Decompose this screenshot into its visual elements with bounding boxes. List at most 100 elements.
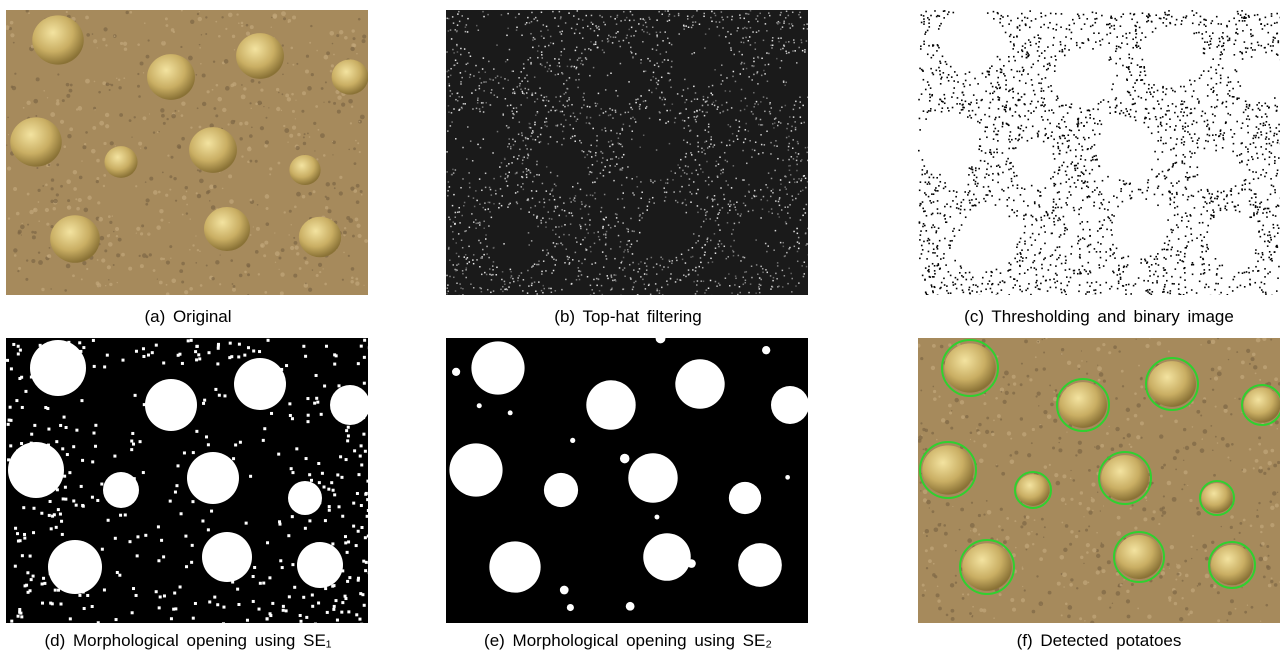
noise	[639, 146, 641, 148]
noise	[697, 240, 699, 242]
noise	[745, 205, 747, 207]
speckle	[1166, 249, 1168, 251]
speckle	[1274, 22, 1276, 24]
speckle	[1182, 126, 1184, 128]
pebble	[307, 86, 312, 91]
speckle	[1078, 209, 1080, 211]
caption: (e) Morphological opening using SE₂	[484, 631, 772, 650]
pebble	[33, 208, 38, 213]
speckle	[1024, 115, 1026, 117]
noise	[735, 275, 737, 277]
noise	[791, 278, 793, 280]
speckle	[1134, 90, 1136, 92]
speckle	[969, 190, 971, 192]
speckle	[964, 209, 966, 211]
speckle	[1150, 255, 1152, 257]
pebble	[120, 42, 123, 45]
noise	[577, 59, 579, 61]
speckle	[1275, 206, 1277, 208]
noise	[767, 81, 769, 83]
speckle	[1008, 56, 1010, 58]
pebble	[200, 284, 203, 287]
speckle	[1035, 43, 1037, 45]
speckle	[1107, 176, 1109, 178]
noise	[535, 17, 537, 19]
pebble	[361, 194, 363, 196]
pebble	[179, 269, 183, 273]
speckle	[1100, 227, 1102, 229]
pebble	[13, 248, 17, 252]
speckle	[1043, 225, 1045, 227]
pebble	[350, 186, 354, 190]
noise	[590, 246, 592, 248]
noise	[753, 74, 755, 76]
noise	[695, 270, 697, 272]
noise	[548, 111, 550, 113]
noise	[531, 21, 533, 23]
pebble	[38, 260, 43, 265]
pebble	[81, 278, 83, 280]
speckle	[1100, 243, 1102, 245]
noise	[644, 19, 646, 21]
noise	[561, 226, 563, 228]
noise	[447, 291, 449, 293]
noise	[707, 97, 709, 99]
pebble	[137, 85, 140, 88]
speckle	[1099, 207, 1101, 209]
noise	[732, 229, 734, 231]
speckle	[1181, 260, 1183, 262]
noise	[576, 279, 578, 281]
noise	[544, 46, 546, 48]
speckle	[923, 18, 925, 20]
noise	[806, 266, 808, 268]
speckle	[1035, 107, 1037, 109]
noise	[703, 99, 705, 101]
noise	[688, 185, 690, 187]
noise	[628, 229, 630, 231]
pebble	[296, 192, 301, 197]
pebble	[98, 91, 101, 94]
speckle	[930, 202, 932, 204]
noise	[779, 67, 781, 69]
speckle	[940, 258, 942, 260]
speckle	[1196, 122, 1198, 124]
noise	[692, 247, 694, 249]
noise	[512, 278, 514, 280]
noise	[589, 171, 591, 173]
noise	[530, 62, 532, 64]
pebble	[45, 184, 48, 187]
noise	[459, 211, 461, 213]
speckle	[1047, 68, 1049, 70]
pebble	[66, 179, 71, 184]
pebble	[329, 31, 334, 36]
speckle	[1009, 162, 1011, 164]
noise	[562, 73, 564, 75]
pebble	[302, 91, 306, 95]
noise	[719, 156, 721, 158]
noise	[656, 36, 658, 38]
noise	[729, 206, 731, 208]
speckle	[1238, 272, 1240, 274]
speckle	[1035, 18, 1037, 20]
speckle	[933, 193, 935, 195]
speckle	[1027, 56, 1029, 58]
noise	[637, 186, 639, 188]
noise	[789, 170, 791, 172]
speckle	[1189, 134, 1191, 136]
noise	[546, 26, 548, 28]
speckle	[1260, 236, 1262, 238]
noise	[521, 135, 523, 137]
speckle	[1167, 219, 1169, 221]
noise	[621, 157, 623, 159]
noise	[652, 27, 654, 29]
pebble	[211, 277, 214, 280]
noise	[599, 115, 601, 117]
noise	[642, 279, 644, 281]
speckle	[919, 118, 921, 120]
pebble	[96, 159, 100, 163]
speckle	[938, 104, 940, 106]
speckle	[1077, 118, 1079, 120]
noise	[697, 280, 699, 282]
pebble	[78, 198, 82, 202]
speckle	[992, 173, 994, 175]
